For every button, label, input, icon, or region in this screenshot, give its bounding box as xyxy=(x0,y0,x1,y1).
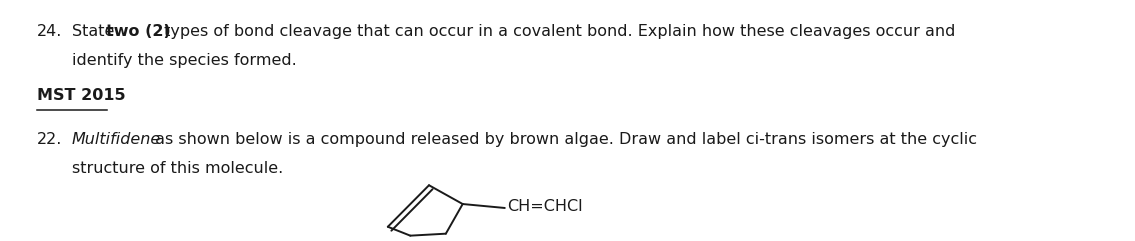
Text: identify the species formed.: identify the species formed. xyxy=(72,53,296,68)
Text: CH=CHCl: CH=CHCl xyxy=(506,199,582,214)
Text: structure of this molecule.: structure of this molecule. xyxy=(72,161,283,176)
Text: 22.: 22. xyxy=(37,132,62,147)
Text: State: State xyxy=(72,24,119,39)
Text: MST 2015: MST 2015 xyxy=(37,88,126,103)
Text: Multifidene: Multifidene xyxy=(72,132,161,147)
Text: as shown below is a compound released by brown algae. Draw and label ci-trans is: as shown below is a compound released by… xyxy=(150,132,977,147)
Text: types of bond cleavage that can occur in a covalent bond. Explain how these clea: types of bond cleavage that can occur in… xyxy=(159,24,955,39)
Text: 24.: 24. xyxy=(37,24,62,39)
Text: two (2): two (2) xyxy=(106,24,170,39)
